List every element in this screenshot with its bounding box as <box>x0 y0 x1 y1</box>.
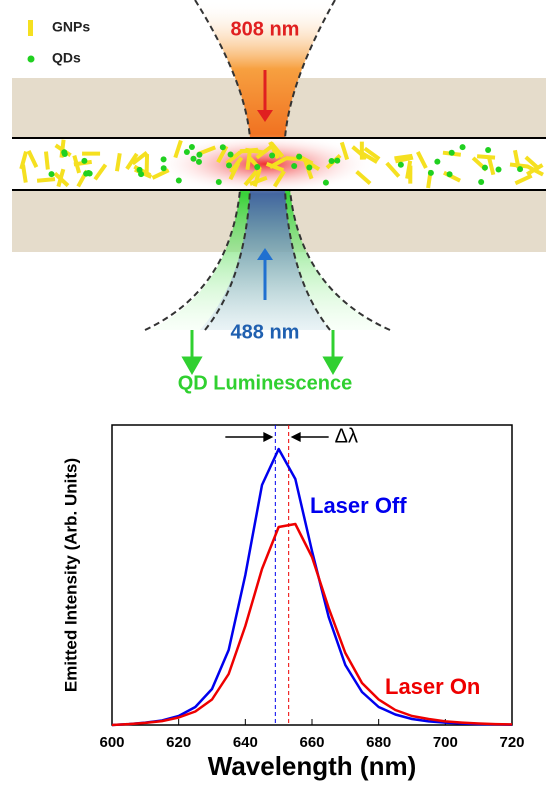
qd <box>447 171 453 177</box>
qd <box>196 159 202 165</box>
arrow <box>291 432 301 442</box>
arrow <box>263 432 273 442</box>
qd <box>189 144 195 150</box>
qd <box>81 158 87 164</box>
gnp <box>21 165 28 183</box>
qd <box>478 179 484 185</box>
qd <box>482 165 488 171</box>
qd <box>434 159 440 165</box>
qd <box>216 179 222 185</box>
x-tick-label: 660 <box>299 734 324 751</box>
qd <box>62 151 68 157</box>
qd <box>190 156 196 162</box>
qd <box>228 151 234 157</box>
qd <box>176 177 182 183</box>
gnp <box>44 151 50 169</box>
annotation: Δλ <box>335 425 358 447</box>
qd <box>428 170 434 176</box>
legend-swatch <box>28 20 33 36</box>
x-tick-label: 680 <box>366 734 391 751</box>
pump-label: 808 nm <box>231 18 300 40</box>
qd <box>137 167 143 173</box>
gnp <box>27 150 38 168</box>
legend-label: QDs <box>52 50 81 66</box>
qd <box>306 165 312 171</box>
x-tick-label: 620 <box>166 734 191 751</box>
qd <box>161 156 167 162</box>
qd <box>49 171 55 177</box>
qd <box>291 163 297 169</box>
qd <box>220 144 226 150</box>
diagram: GNPs QDs 808 nm 488 nm QD Luminescence <box>12 0 546 394</box>
legend-swatch <box>28 56 35 63</box>
qd <box>86 170 92 176</box>
figure: GNPs QDs 808 nm 488 nm QD Luminescence 6… <box>0 0 546 785</box>
gnp <box>416 151 428 169</box>
x-tick-label: 600 <box>99 734 124 751</box>
qd <box>161 165 167 171</box>
qd <box>226 162 232 168</box>
qd <box>296 154 302 160</box>
qd <box>517 166 523 172</box>
qd <box>449 150 455 156</box>
legend-label: GNPs <box>52 19 90 35</box>
qd <box>269 153 275 159</box>
gnp <box>515 174 533 185</box>
gnp <box>37 177 55 183</box>
x-tick-label: 700 <box>433 734 458 751</box>
chart: 600 620 640 660 680 700 720 Wavelength (nm) Emit… <box>61 425 524 781</box>
x-tick-label: 720 <box>499 734 524 751</box>
emission-label: QD Luminescence <box>178 372 353 394</box>
qd <box>196 152 202 158</box>
gnp <box>82 152 100 156</box>
gnp <box>477 154 495 159</box>
series-label: Laser Off <box>310 493 407 518</box>
gnp <box>145 154 149 172</box>
qd <box>460 144 466 150</box>
y-axis-label: Emitted Intensity (Arb. Units) <box>61 458 80 692</box>
qd <box>254 164 260 170</box>
x-axis-label: Wavelength (nm) <box>208 751 416 781</box>
qd <box>329 158 335 164</box>
qd <box>496 167 502 173</box>
series-label: Laser On <box>385 674 480 699</box>
gnp <box>115 153 122 171</box>
qd <box>184 149 190 155</box>
gnp <box>93 164 107 181</box>
probe-label: 488 nm <box>231 321 300 343</box>
qd <box>334 158 340 164</box>
x-tick-label: 640 <box>233 734 258 751</box>
qd <box>323 180 329 186</box>
gnp <box>408 166 412 184</box>
qd <box>398 162 404 168</box>
qd <box>485 147 491 153</box>
